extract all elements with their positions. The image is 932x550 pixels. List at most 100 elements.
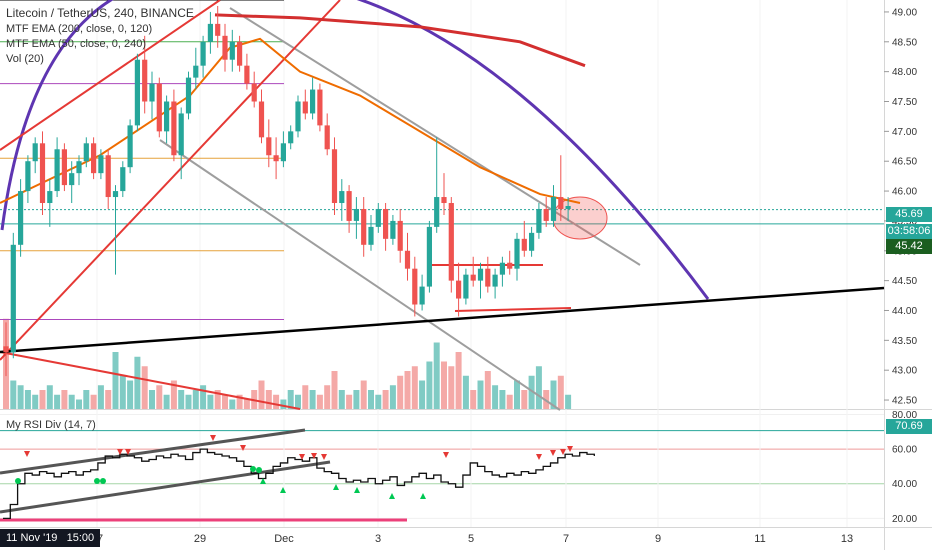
candle-body <box>280 143 286 162</box>
volume-bar <box>156 385 163 409</box>
candle-body <box>258 101 265 138</box>
candle-body <box>565 205 571 209</box>
volume-bar <box>178 390 185 409</box>
volume-bar <box>353 390 360 409</box>
candle-body <box>339 191 345 204</box>
candle-body <box>507 262 513 269</box>
candle-body <box>251 83 257 102</box>
volume-bar <box>470 390 477 409</box>
volume-bar <box>338 390 345 409</box>
rsi-channel-lower <box>0 460 331 514</box>
x-tick-label: 9 <box>655 533 661 545</box>
volume-bar <box>360 380 367 409</box>
candle-body <box>61 149 67 186</box>
candle-body <box>397 220 403 251</box>
bullish-divergence-marker <box>280 487 286 493</box>
candle-body <box>404 250 411 269</box>
candle-body <box>492 274 498 287</box>
candle-body <box>54 149 60 192</box>
x-tick-label: 29 <box>194 533 206 545</box>
volume-bar <box>61 390 68 409</box>
volume-bar <box>521 390 528 409</box>
candle-body <box>98 155 104 174</box>
volume-bar <box>448 366 455 409</box>
rsi-signal-dot <box>94 478 100 484</box>
volume-bar <box>462 375 469 409</box>
candle-body <box>295 101 301 132</box>
candle-body <box>288 131 294 144</box>
indicator-ema50-label[interactable]: MTF EMA (50, close, 0, 240) <box>6 38 146 50</box>
volume-bar <box>24 390 31 409</box>
candle-body <box>324 125 330 150</box>
volume-bar <box>200 385 207 409</box>
volume-bar <box>324 385 331 409</box>
candle-body <box>25 161 31 192</box>
y-tick-label: 44.50 <box>892 276 917 287</box>
candles-layer <box>3 5 571 377</box>
rsi-indicator-label[interactable]: My RSI Div (14, 7) <box>6 419 96 431</box>
volume-bar <box>214 390 221 409</box>
bearish-divergence-marker <box>311 453 317 459</box>
rsi-tick-label: 40.00 <box>892 479 917 490</box>
channel-upper-line <box>229 7 641 266</box>
y-tick-label: 47.50 <box>892 97 917 108</box>
bearish-divergence-marker <box>443 452 449 458</box>
candle-body <box>550 197 557 221</box>
y-tick-label: 48.00 <box>892 67 917 78</box>
volume-bar <box>134 356 141 409</box>
candle-body <box>317 89 323 126</box>
rsi-value-tag: 70.69 <box>886 419 932 434</box>
candle-body <box>207 23 213 42</box>
candle-body <box>200 41 206 66</box>
candle-body <box>470 274 476 281</box>
candle-body <box>164 101 170 132</box>
candle-body <box>390 220 396 239</box>
volume-bar <box>192 390 199 409</box>
volume-bar <box>375 394 382 409</box>
y-tick-label: 46.50 <box>892 157 917 168</box>
candle-body <box>3 346 9 353</box>
candle-body <box>39 143 46 204</box>
volume-bar <box>90 394 97 409</box>
candle-body <box>521 238 527 251</box>
x-tick-label: 11 <box>754 533 765 545</box>
volume-bar <box>17 385 24 409</box>
bearish-divergence-marker <box>321 454 327 460</box>
y-tick-label: 47.00 <box>892 127 917 138</box>
candle-body <box>69 173 75 186</box>
rsi-signal-dot <box>256 467 262 473</box>
channel-lower-line <box>159 139 561 411</box>
chart-title: Litecoin / TetherUS, 240, BINANCE <box>6 6 194 20</box>
candle-body <box>244 65 250 84</box>
candle-body <box>32 143 38 162</box>
candle-body <box>178 113 184 156</box>
candle-body <box>477 268 484 281</box>
candle-body <box>331 149 338 204</box>
candle-body <box>448 203 454 281</box>
volume-bar <box>170 380 177 409</box>
countdown-tag: 03:58:06 <box>886 224 932 239</box>
crosshair-time: 15:00 <box>66 532 95 544</box>
rsi-tick-label: 80.00 <box>892 410 917 421</box>
indicator-volume-label[interactable]: Vol (20) <box>6 53 44 65</box>
rsi-channel-upper <box>0 428 306 475</box>
bearish-divergence-marker <box>117 449 123 455</box>
crosshair-date-badge: 11 Nov '19 15:00 <box>0 529 101 547</box>
bullish-divergence-marker <box>260 478 266 484</box>
bearish-divergence-marker <box>24 451 30 457</box>
candle-body <box>134 59 140 126</box>
second-price-tag: 45.42 <box>886 239 932 254</box>
indicator-ema200-label[interactable]: MTF EMA (200, close, 0, 120) <box>6 23 153 35</box>
bearish-divergence-marker <box>210 435 216 441</box>
bullish-divergence-marker <box>420 493 426 499</box>
volume-bar <box>514 380 520 409</box>
x-tick-label: 7 <box>563 533 569 545</box>
volume-bar <box>499 390 506 409</box>
y-tick-label: 43.50 <box>892 336 917 347</box>
candle-body <box>185 77 192 114</box>
rsi-tick-label: 60.00 <box>892 445 917 456</box>
volume-bar <box>185 394 192 409</box>
volume-bar <box>309 390 316 409</box>
volume-bar <box>83 390 90 409</box>
